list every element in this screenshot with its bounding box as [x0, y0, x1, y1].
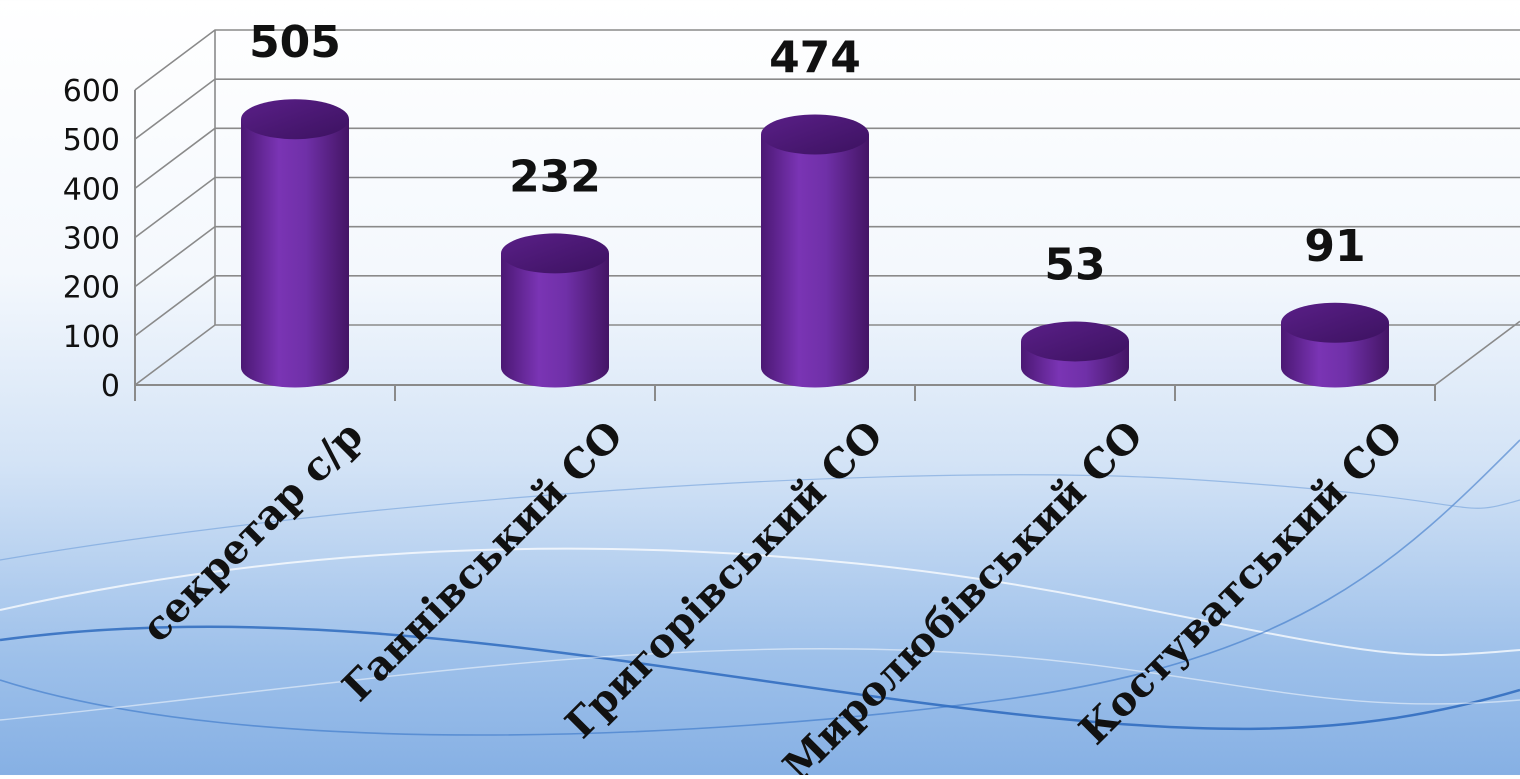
data-label: 474: [769, 32, 861, 83]
y-tick-label: 500: [63, 123, 120, 158]
x-category-label: Ганнівський СО: [333, 412, 632, 711]
y-tick-label: 400: [63, 172, 120, 207]
cylinder-top: [501, 233, 609, 274]
cylinder-bar: [241, 99, 349, 388]
cylinder-body: [761, 134, 869, 388]
data-label: 232: [509, 151, 601, 202]
cylinder-body: [501, 253, 609, 388]
background-waves: [0, 439, 1520, 736]
cylinder-top: [1021, 321, 1129, 362]
cylinder-top: [1281, 302, 1389, 343]
cylinder-top: [241, 99, 349, 140]
cylinder-bar: [501, 233, 609, 388]
data-label: 91: [1304, 221, 1365, 272]
chart-axes: [134, 90, 1436, 401]
chart-bars: [241, 99, 1389, 388]
floor-right-edge: [1434, 320, 1520, 386]
cylinder-bar: [761, 114, 869, 388]
cylinder-top: [761, 114, 869, 155]
cylinder-bar: [1021, 321, 1129, 388]
cylinder-bar: [1281, 302, 1389, 388]
y-tick-label: 100: [63, 320, 120, 355]
y-tick-label: 600: [63, 74, 120, 109]
y-tick-label: 200: [63, 271, 120, 306]
y-tick-label: 0: [101, 369, 120, 404]
cylinder-body: [241, 119, 349, 388]
chart-grid: [134, 29, 1520, 386]
x-category-label: секретар с/р: [133, 412, 372, 651]
data-label: 505: [249, 17, 341, 68]
data-label: 53: [1044, 239, 1105, 290]
y-tick-label: 300: [63, 222, 120, 257]
